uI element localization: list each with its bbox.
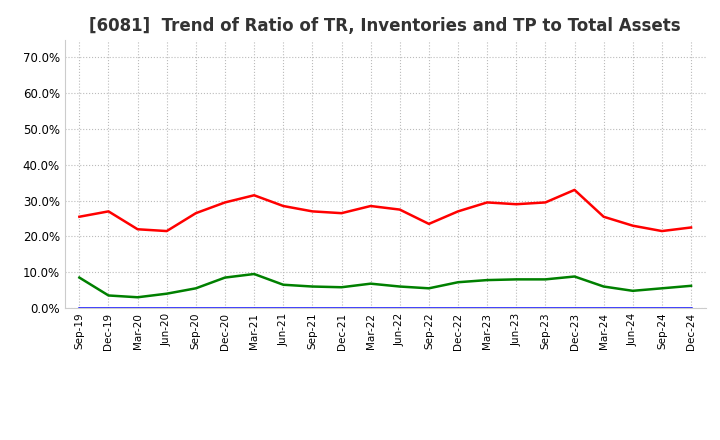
Trade Receivables xyxy=(279,203,287,209)
Inventories xyxy=(220,305,229,310)
Inventories xyxy=(104,305,113,310)
Inventories xyxy=(279,305,287,310)
Trade Payables xyxy=(163,291,171,296)
Trade Payables xyxy=(104,293,113,298)
Inventories xyxy=(483,305,492,310)
Trade Receivables xyxy=(599,214,608,220)
Line: Trade Receivables: Trade Receivables xyxy=(79,190,691,231)
Inventories xyxy=(687,305,696,310)
Trade Payables xyxy=(75,275,84,280)
Trade Payables xyxy=(687,283,696,289)
Trade Payables xyxy=(599,284,608,289)
Inventories xyxy=(366,305,375,310)
Inventories xyxy=(192,305,200,310)
Inventories xyxy=(599,305,608,310)
Trade Payables xyxy=(454,279,462,285)
Trade Payables xyxy=(133,295,142,300)
Trade Payables xyxy=(395,284,404,289)
Trade Receivables xyxy=(366,203,375,209)
Trade Receivables xyxy=(192,210,200,216)
Trade Receivables xyxy=(163,228,171,234)
Trade Payables xyxy=(483,278,492,283)
Trade Receivables xyxy=(75,214,84,220)
Inventories xyxy=(75,305,84,310)
Trade Payables xyxy=(308,284,317,289)
Trade Payables xyxy=(279,282,287,287)
Trade Payables xyxy=(657,286,666,291)
Trade Receivables xyxy=(541,200,550,205)
Trade Payables xyxy=(541,277,550,282)
Trade Payables xyxy=(570,274,579,279)
Trade Receivables xyxy=(454,209,462,214)
Trade Receivables xyxy=(220,200,229,205)
Trade Payables xyxy=(366,281,375,286)
Trade Receivables xyxy=(308,209,317,214)
Inventories xyxy=(541,305,550,310)
Trade Payables xyxy=(250,271,258,277)
Trade Receivables xyxy=(250,193,258,198)
Inventories xyxy=(250,305,258,310)
Trade Receivables xyxy=(512,202,521,207)
Trade Receivables xyxy=(133,227,142,232)
Trade Payables xyxy=(512,277,521,282)
Trade Receivables xyxy=(687,225,696,230)
Trade Receivables xyxy=(629,223,637,228)
Inventories xyxy=(337,305,346,310)
Inventories xyxy=(512,305,521,310)
Trade Payables xyxy=(425,286,433,291)
Inventories xyxy=(133,305,142,310)
Trade Receivables xyxy=(104,209,113,214)
Trade Payables xyxy=(192,286,200,291)
Line: Trade Payables: Trade Payables xyxy=(79,274,691,297)
Title: [6081]  Trend of Ratio of TR, Inventories and TP to Total Assets: [6081] Trend of Ratio of TR, Inventories… xyxy=(89,17,681,35)
Trade Receivables xyxy=(395,207,404,212)
Trade Receivables xyxy=(483,200,492,205)
Trade Payables xyxy=(220,275,229,280)
Trade Receivables xyxy=(657,228,666,234)
Trade Receivables xyxy=(425,221,433,227)
Trade Payables xyxy=(337,285,346,290)
Inventories xyxy=(425,305,433,310)
Inventories xyxy=(570,305,579,310)
Trade Receivables xyxy=(570,187,579,193)
Inventories xyxy=(395,305,404,310)
Inventories xyxy=(657,305,666,310)
Trade Payables xyxy=(629,288,637,293)
Inventories xyxy=(163,305,171,310)
Inventories xyxy=(308,305,317,310)
Inventories xyxy=(629,305,637,310)
Inventories xyxy=(454,305,462,310)
Trade Receivables xyxy=(337,210,346,216)
